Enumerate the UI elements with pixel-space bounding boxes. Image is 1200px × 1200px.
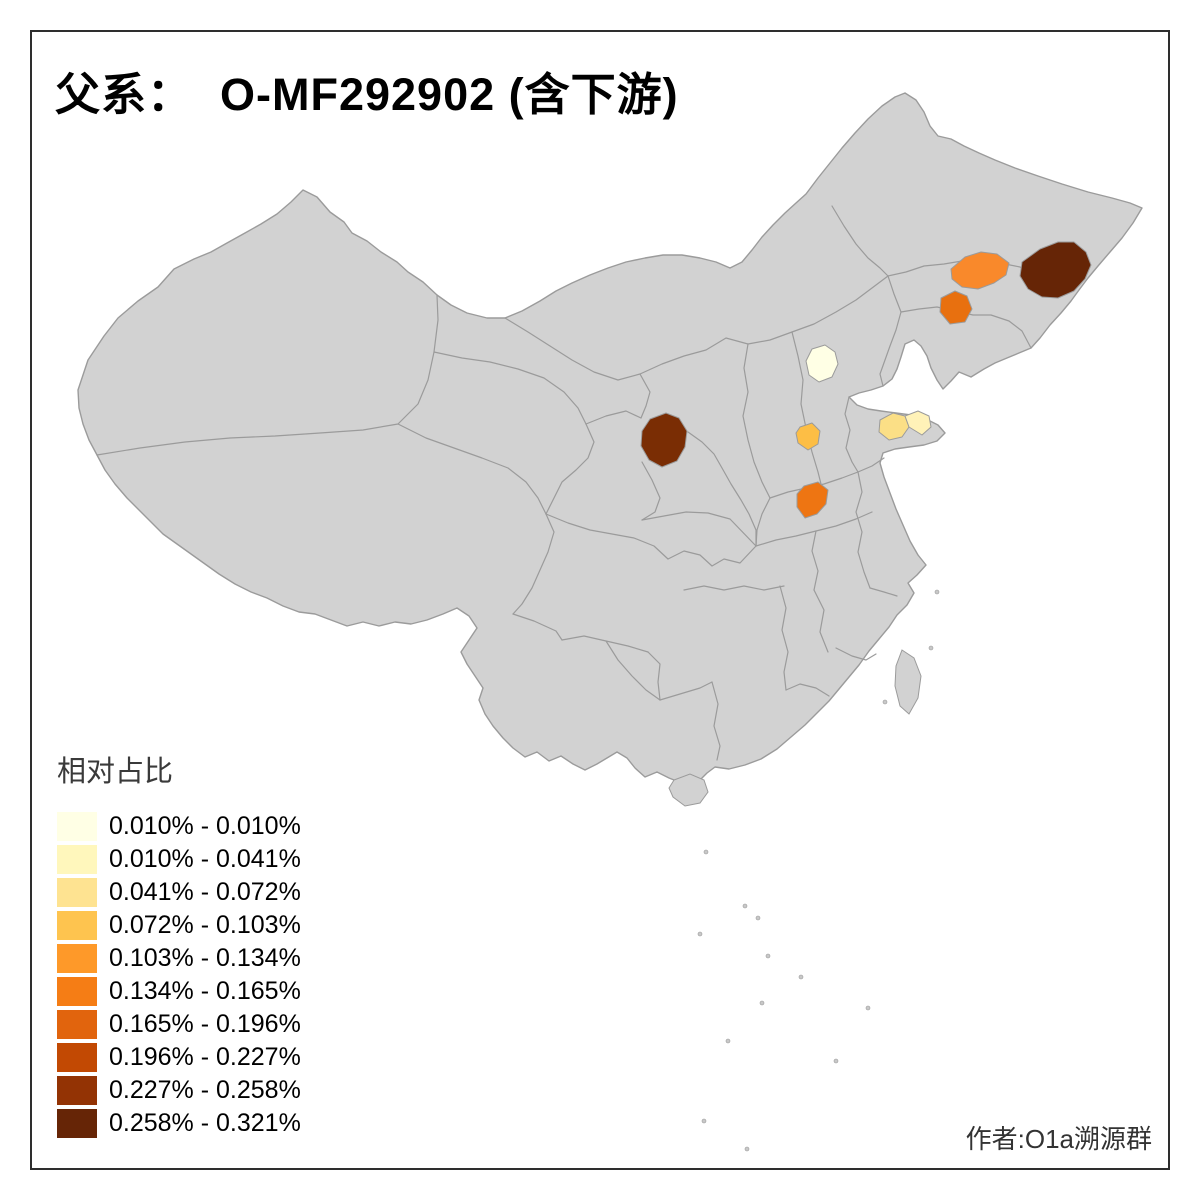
legend-swatch (57, 944, 97, 973)
region-jilin-east (1019, 241, 1092, 299)
legend-item: 0.103% - 0.134% (57, 942, 301, 975)
attribution: 作者:O1a溯源群 (965, 1124, 1152, 1154)
legend-swatch (57, 1109, 97, 1138)
legend-swatch (57, 1010, 97, 1039)
region-shandong-east (904, 410, 932, 436)
legend-item: 0.196% - 0.227% (57, 1041, 301, 1074)
legend-swatch (57, 845, 97, 874)
legend-label: 0.165% - 0.196% (109, 1010, 301, 1038)
region-shanxi-south (795, 422, 821, 451)
legend-item: 0.227% - 0.258% (57, 1074, 301, 1107)
legend-swatch (57, 1043, 97, 1072)
legend-label: 0.072% - 0.103% (109, 911, 301, 939)
legend-label: 0.134% - 0.165% (109, 977, 301, 1005)
legend-item: 0.165% - 0.196% (57, 1008, 301, 1041)
legend-swatch (57, 1076, 97, 1105)
legend-item: 0.041% - 0.072% (57, 876, 301, 909)
page-title: 父系： O-MF292902 (含下游) (55, 69, 679, 120)
taiwan-island (894, 649, 922, 715)
legend-item: 0.010% - 0.010% (57, 810, 301, 843)
legend-swatch (57, 878, 97, 907)
south-china-sea-islets (697, 589, 940, 1152)
region-beijing (805, 344, 839, 383)
legend-label: 0.010% - 0.041% (109, 845, 301, 873)
legend-label: 0.010% - 0.010% (109, 812, 301, 840)
legend-item: 0.010% - 0.041% (57, 843, 301, 876)
legend-swatch (57, 977, 97, 1006)
islands (668, 589, 940, 1152)
legend-item: 0.072% - 0.103% (57, 909, 301, 942)
legend-label: 0.041% - 0.072% (109, 878, 301, 906)
highlighted-regions (640, 241, 1092, 519)
region-shandong-west (878, 412, 910, 441)
legend-swatch (57, 812, 97, 841)
region-ningxia (640, 412, 688, 468)
legend-item: 0.258% - 0.321% (57, 1107, 301, 1140)
legend-label: 0.227% - 0.258% (109, 1076, 301, 1104)
region-henan-central (796, 481, 829, 519)
legend-label: 0.258% - 0.321% (109, 1109, 301, 1137)
legend: 相对占比 0.010% - 0.010% 0.010% - 0.041% 0.0… (57, 748, 301, 1140)
legend-swatch (57, 911, 97, 940)
legend-label: 0.103% - 0.134% (109, 944, 301, 972)
hainan-island (668, 773, 709, 807)
region-heilongjiang-southwest (950, 251, 1010, 290)
china-mainland (77, 92, 1143, 802)
region-liaoning-north (939, 290, 973, 325)
legend-item: 0.134% - 0.165% (57, 975, 301, 1008)
legend-title: 相对占比 (57, 756, 174, 788)
legend-label: 0.196% - 0.227% (109, 1043, 301, 1071)
